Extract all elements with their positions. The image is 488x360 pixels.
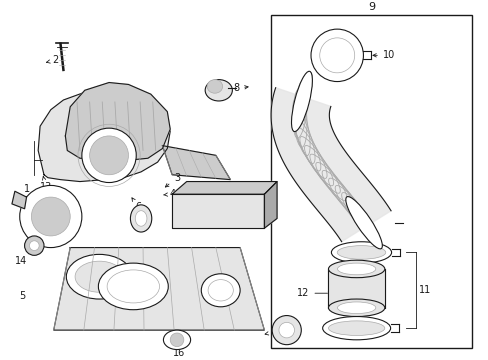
Polygon shape [328, 269, 384, 308]
Polygon shape [270, 88, 390, 242]
Ellipse shape [75, 261, 123, 292]
Ellipse shape [337, 302, 375, 314]
Circle shape [319, 38, 354, 73]
Ellipse shape [291, 71, 312, 132]
Text: 7: 7 [264, 327, 277, 337]
Polygon shape [12, 191, 26, 209]
Ellipse shape [331, 242, 391, 263]
Circle shape [89, 136, 128, 175]
Text: 1: 1 [23, 184, 30, 194]
Text: 4: 4 [163, 189, 175, 199]
Polygon shape [172, 181, 277, 194]
Polygon shape [65, 82, 170, 160]
Ellipse shape [345, 197, 382, 249]
Text: 11: 11 [419, 285, 431, 295]
Polygon shape [172, 194, 264, 228]
Ellipse shape [328, 260, 384, 278]
Ellipse shape [201, 274, 240, 307]
Ellipse shape [208, 280, 233, 301]
Text: 2: 2 [46, 55, 59, 65]
Ellipse shape [322, 316, 390, 340]
Circle shape [310, 29, 363, 82]
Text: 3: 3 [165, 173, 180, 187]
Circle shape [29, 241, 39, 251]
Ellipse shape [337, 263, 375, 275]
Text: 12: 12 [296, 288, 331, 298]
Circle shape [20, 185, 81, 248]
Ellipse shape [135, 211, 146, 226]
Polygon shape [54, 248, 264, 330]
Polygon shape [38, 90, 170, 181]
Circle shape [81, 128, 136, 183]
Text: 5: 5 [20, 291, 26, 301]
Text: 16: 16 [172, 348, 185, 359]
Ellipse shape [328, 299, 384, 316]
Ellipse shape [337, 246, 385, 259]
Text: 10: 10 [372, 50, 394, 60]
Bar [271, 14, 471, 348]
Text: 15: 15 [63, 285, 78, 298]
Circle shape [31, 197, 70, 236]
Polygon shape [162, 146, 230, 180]
Text: 14: 14 [15, 256, 27, 266]
Ellipse shape [205, 80, 232, 101]
Ellipse shape [66, 255, 132, 299]
Circle shape [278, 322, 294, 338]
Circle shape [24, 236, 44, 255]
Ellipse shape [207, 80, 222, 93]
Text: 8: 8 [233, 84, 247, 93]
Ellipse shape [130, 205, 151, 232]
Ellipse shape [328, 321, 384, 336]
Circle shape [170, 333, 183, 347]
Polygon shape [264, 181, 277, 228]
Text: 6: 6 [132, 198, 141, 212]
Text: 13: 13 [40, 176, 52, 192]
Ellipse shape [163, 330, 190, 350]
Ellipse shape [98, 263, 168, 310]
Circle shape [272, 316, 301, 345]
Text: 9: 9 [367, 2, 374, 12]
Ellipse shape [107, 270, 159, 303]
